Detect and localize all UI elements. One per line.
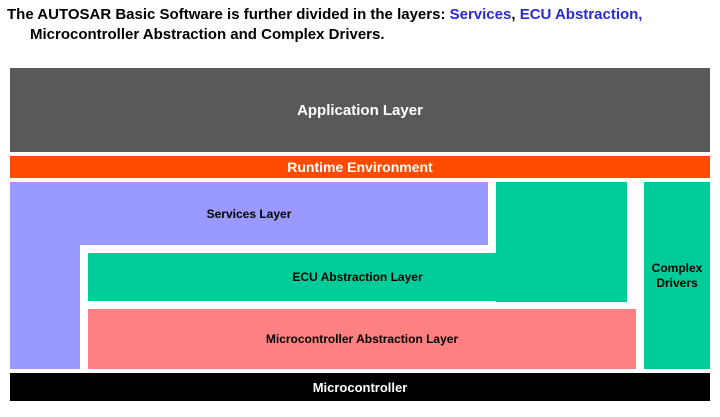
runtime-environment-label: Runtime Environment [287,159,433,175]
ecu-abstraction-layer-label: ECU Abstraction Layer [292,270,423,284]
microcontroller-abstraction-layer-label: Microcontroller Abstraction Layer [265,332,459,346]
complex-drivers-block: Complex Drivers [644,182,710,369]
runtime-environment-block: Runtime Environment [10,156,710,178]
microcontroller-block: Microcontroller [10,373,710,401]
title-segment: ECU Abstraction, [519,6,643,23]
title-segment: Services [449,6,512,23]
microcontroller-label: Microcontroller [312,379,408,395]
microcontroller-abstraction-layer-block: Microcontroller Abstraction Layer [88,309,636,369]
title-segment: The AUTOSAR Basic Software is further di… [7,6,450,23]
title-line: Microcontroller Abstraction and Complex … [7,25,642,45]
services-layer-block: Services Layer [10,182,488,245]
title-segment: , [511,6,520,23]
title: The AUTOSAR Basic Software is further di… [7,5,642,45]
ecu-abstraction-layer-block: ECU Abstraction Layer [88,253,627,301]
services-layer-label: Services Layer [206,206,292,221]
application-layer-block: Application Layer [10,68,710,152]
complex-drivers-label: Complex Drivers [651,260,703,290]
title-line: The AUTOSAR Basic Software is further di… [7,5,642,25]
title-segment: Microcontroller Abstraction and Complex … [30,26,385,43]
application-layer-label: Application Layer [297,101,423,119]
